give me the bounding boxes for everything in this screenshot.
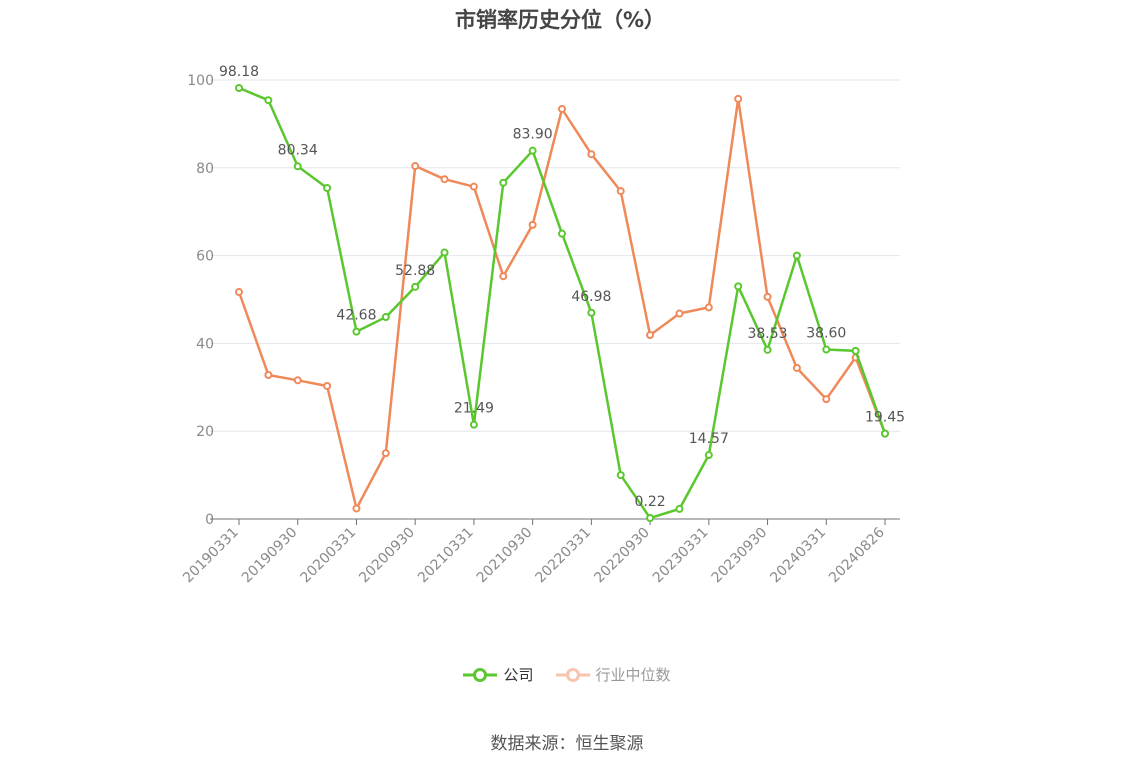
y-tick-label-20: 20 [196,424,214,440]
x-tick-label-20220930: 20220930 [591,525,653,587]
data-point-s0-22 [881,429,889,438]
x-tick-label-20240826: 20240826 [826,524,888,586]
series-1 [235,94,889,513]
data-point-s1-11 [558,104,566,113]
x-tick-label-20210930: 20210930 [474,525,536,587]
data-point-s0-3 [323,183,332,192]
data-point-s1-5 [381,449,390,458]
data-point-s0-14 [646,514,655,523]
grid-layer [210,79,900,432]
x-tick-label-20190331: 20190331 [180,525,242,587]
x-tick-label-20190930: 20190930 [239,525,301,587]
data-point-s1-1 [264,371,273,380]
data-point-s1-10 [528,220,537,229]
data-point-s1-6 [411,162,420,171]
data-point-s1-15 [675,309,684,318]
data-point-s0-2 [293,162,302,171]
source-note: 数据来源：恒生聚源 [490,734,644,754]
data-point-s1-20 [822,395,831,404]
data-point-s1-14 [646,331,655,340]
data-point-s0-6 [411,282,420,291]
data-point-s1-12 [587,150,596,159]
data-point-s1-2 [293,376,302,385]
data-label-10: 83.90 [513,127,553,143]
data-label-8: 21.49 [454,401,494,417]
data-point-s1-16 [704,303,713,312]
data-point-s0-17 [734,282,743,291]
y-tick-label-60: 60 [196,249,214,265]
data-point-s1-8 [469,182,478,191]
data-label-2: 80.34 [278,142,318,158]
y-tick-label-80: 80 [196,161,214,177]
data-point-s0-10 [528,146,537,155]
data-point-s0-5 [381,313,390,322]
label-layer: 98.18 80.34 42.68 52.88 21.49 83.90 46.98 0.22 1… [219,64,905,510]
legend-item-industry-median[interactable]: 行业中位数 [555,664,671,685]
data-label-0: 98.18 [219,64,259,80]
data-point-s1-9 [499,272,508,281]
x-tick-label-20220331: 20220331 [532,525,594,587]
data-point-s1-4 [352,504,361,513]
data-point-s1-3 [323,381,332,390]
data-label-18: 38.53 [747,326,787,342]
data-point-s0-18 [763,345,772,354]
chart-title: 市销率历史分位（%） [454,8,666,32]
data-point-s0-8 [469,420,478,429]
series-layer [235,83,889,523]
legend-industry-marker-icon [555,667,590,682]
legend-item-company[interactable]: 公司 [463,664,534,685]
x-tick-label-20200930: 20200930 [356,525,418,587]
data-label-22: 19.45 [865,410,905,426]
data-point-s0-4 [352,327,361,336]
x-tick-label-20240331: 20240331 [767,525,829,587]
data-point-s1-18 [763,292,772,301]
data-point-s0-1 [264,96,273,105]
data-point-s0-0 [235,83,243,92]
data-label-20: 38.60 [806,326,846,342]
data-point-s1-13 [616,187,625,196]
y-tick-label-100: 100 [187,73,214,89]
series-line-1 [237,97,887,510]
data-point-s1-0 [235,288,243,297]
data-point-s0-20 [822,345,831,354]
data-label-14: 0.22 [635,494,666,510]
data-label-4: 42.68 [336,308,376,324]
data-point-s0-7 [440,248,449,257]
data-label-12: 46.98 [571,289,611,305]
data-point-s0-13 [616,471,625,480]
x-tick-label-20230930: 20230930 [709,525,771,587]
legend-label-company: 公司 [503,666,534,684]
x-tick-label-20200331: 20200331 [298,525,360,587]
legend-label-industry-median: 行业中位数 [595,666,671,684]
series-line-0 [238,86,887,520]
data-point-s0-19 [792,251,801,260]
y-tick-label-0: 0 [205,512,214,528]
legend-company-marker-icon [463,667,498,682]
data-point-s0-16 [704,451,713,460]
series-0 [235,83,889,523]
x-tick-label-20230331: 20230331 [650,525,712,587]
data-label-16: 14.57 [689,431,729,447]
data-point-s1-7 [440,175,449,184]
x-tick-label-20210331: 20210331 [415,525,477,587]
data-point-s1-19 [792,363,801,372]
data-point-s0-11 [558,229,566,238]
y-tick-label-40: 40 [196,336,214,352]
data-point-s0-15 [675,504,684,513]
legend: 公司 行业中位数 [0,664,1134,685]
data-label-6: 52.88 [395,263,435,279]
data-point-s0-9 [499,178,508,187]
data-point-s1-17 [734,94,743,103]
data-point-s0-21 [851,346,860,355]
data-point-s0-12 [587,308,596,317]
